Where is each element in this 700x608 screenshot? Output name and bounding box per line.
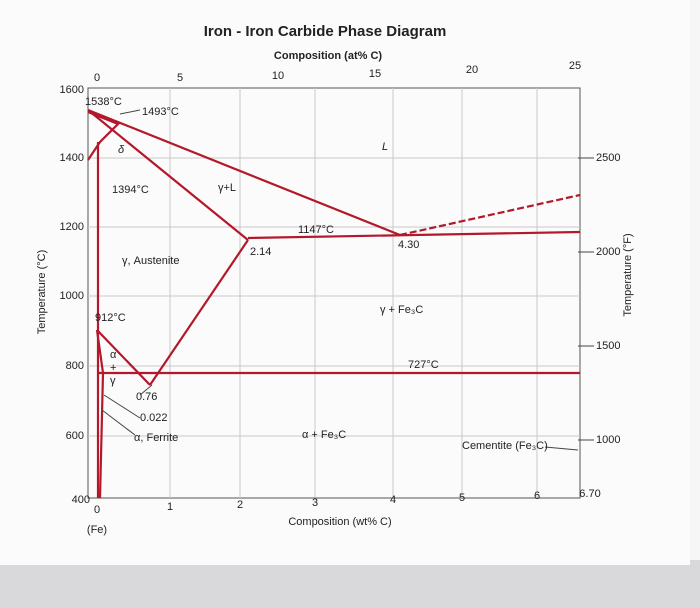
bottom-tick-label: 3 [312, 497, 318, 509]
annotation: α + Fe₃C [302, 429, 346, 441]
bottom-tick-label: 1 [167, 501, 173, 513]
annotation: 912°C [95, 312, 126, 324]
phase-lines [87, 108, 581, 499]
annotation: 1147°C [298, 224, 334, 236]
annotation: 1538°C [85, 96, 122, 108]
top-tick-label: 15 [369, 68, 381, 80]
annotation: 1394°C [112, 184, 149, 196]
annotation: γ + Fe₃C [380, 304, 423, 316]
liquidus-cementite [399, 193, 581, 237]
left-tick-label: 800 [66, 360, 84, 372]
bottom-tick-label: 2 [237, 499, 243, 511]
liquidus [87, 108, 401, 237]
leader [101, 409, 136, 436]
annotation: + [110, 362, 116, 374]
top-axis-label: Composition (at% C) [274, 50, 382, 62]
bottom-tick-label: 6.70 [579, 488, 600, 500]
right-tick-label: 2000 [596, 246, 620, 258]
bottom-axis-sublabel: (Fe) [87, 524, 107, 536]
bottom-tick-label: 0 [94, 504, 100, 516]
top-tick-label: 20 [466, 64, 478, 76]
bottom-axis-label: Composition (wt% C) [288, 516, 391, 528]
grid [88, 88, 580, 498]
right-tick-label: 1000 [596, 434, 620, 446]
bottom-tick-label: 5 [459, 492, 465, 504]
a3-line [96, 329, 151, 386]
left-axis-label: Temperature (°C) [36, 250, 48, 334]
bottom-tick-label: 4 [390, 494, 396, 506]
left-tick-label: 400 [72, 494, 90, 506]
annotation: 4.30 [398, 239, 419, 251]
leader [103, 394, 141, 419]
annotation: γ [110, 375, 116, 387]
annotation: 1493°C [142, 106, 179, 118]
annotation: Cementite (Fe₃C) [462, 440, 548, 452]
left-tick-label: 600 [66, 430, 84, 442]
acm-line [149, 239, 249, 386]
annotation: γ, Austenite [122, 255, 179, 267]
leader [119, 109, 141, 115]
left-tick-label: 1000 [60, 290, 84, 302]
annotation: α, Ferrite [134, 432, 178, 444]
annotation: 727°C [408, 359, 439, 371]
top-tick-label: 5 [177, 72, 183, 84]
annotation: L [382, 141, 388, 153]
top-tick-label: 25 [569, 60, 581, 72]
left-tick-label: 1200 [60, 221, 84, 233]
annotation: 2.14 [250, 246, 271, 258]
annotation: 0.022 [140, 412, 168, 424]
shadow [0, 560, 700, 608]
left-tick-label: 1600 [60, 84, 84, 96]
right-axis-label: Temperature (°F) [622, 233, 634, 316]
sheet [0, 0, 690, 565]
top-tick-label: 0 [94, 72, 100, 84]
title: Iron - Iron Carbide Phase Diagram [204, 23, 447, 40]
right-tick-label: 2500 [596, 152, 620, 164]
annotation: 0.76 [136, 391, 157, 403]
eutectic-line [247, 230, 581, 240]
left-tick-label: 1400 [60, 152, 84, 164]
right-tick-label: 1500 [596, 340, 620, 352]
leaders [101, 109, 594, 451]
leader [139, 384, 153, 396]
delta-region [87, 110, 120, 161]
annotation: δ [118, 144, 125, 156]
bottom-tick-label: 6 [534, 490, 540, 502]
leader [544, 446, 579, 451]
annotation: α [110, 349, 117, 361]
solidus [87, 109, 249, 241]
top-tick-label: 10 [272, 70, 284, 82]
plot-frame [87, 87, 581, 499]
annotation: γ+L [218, 182, 236, 194]
